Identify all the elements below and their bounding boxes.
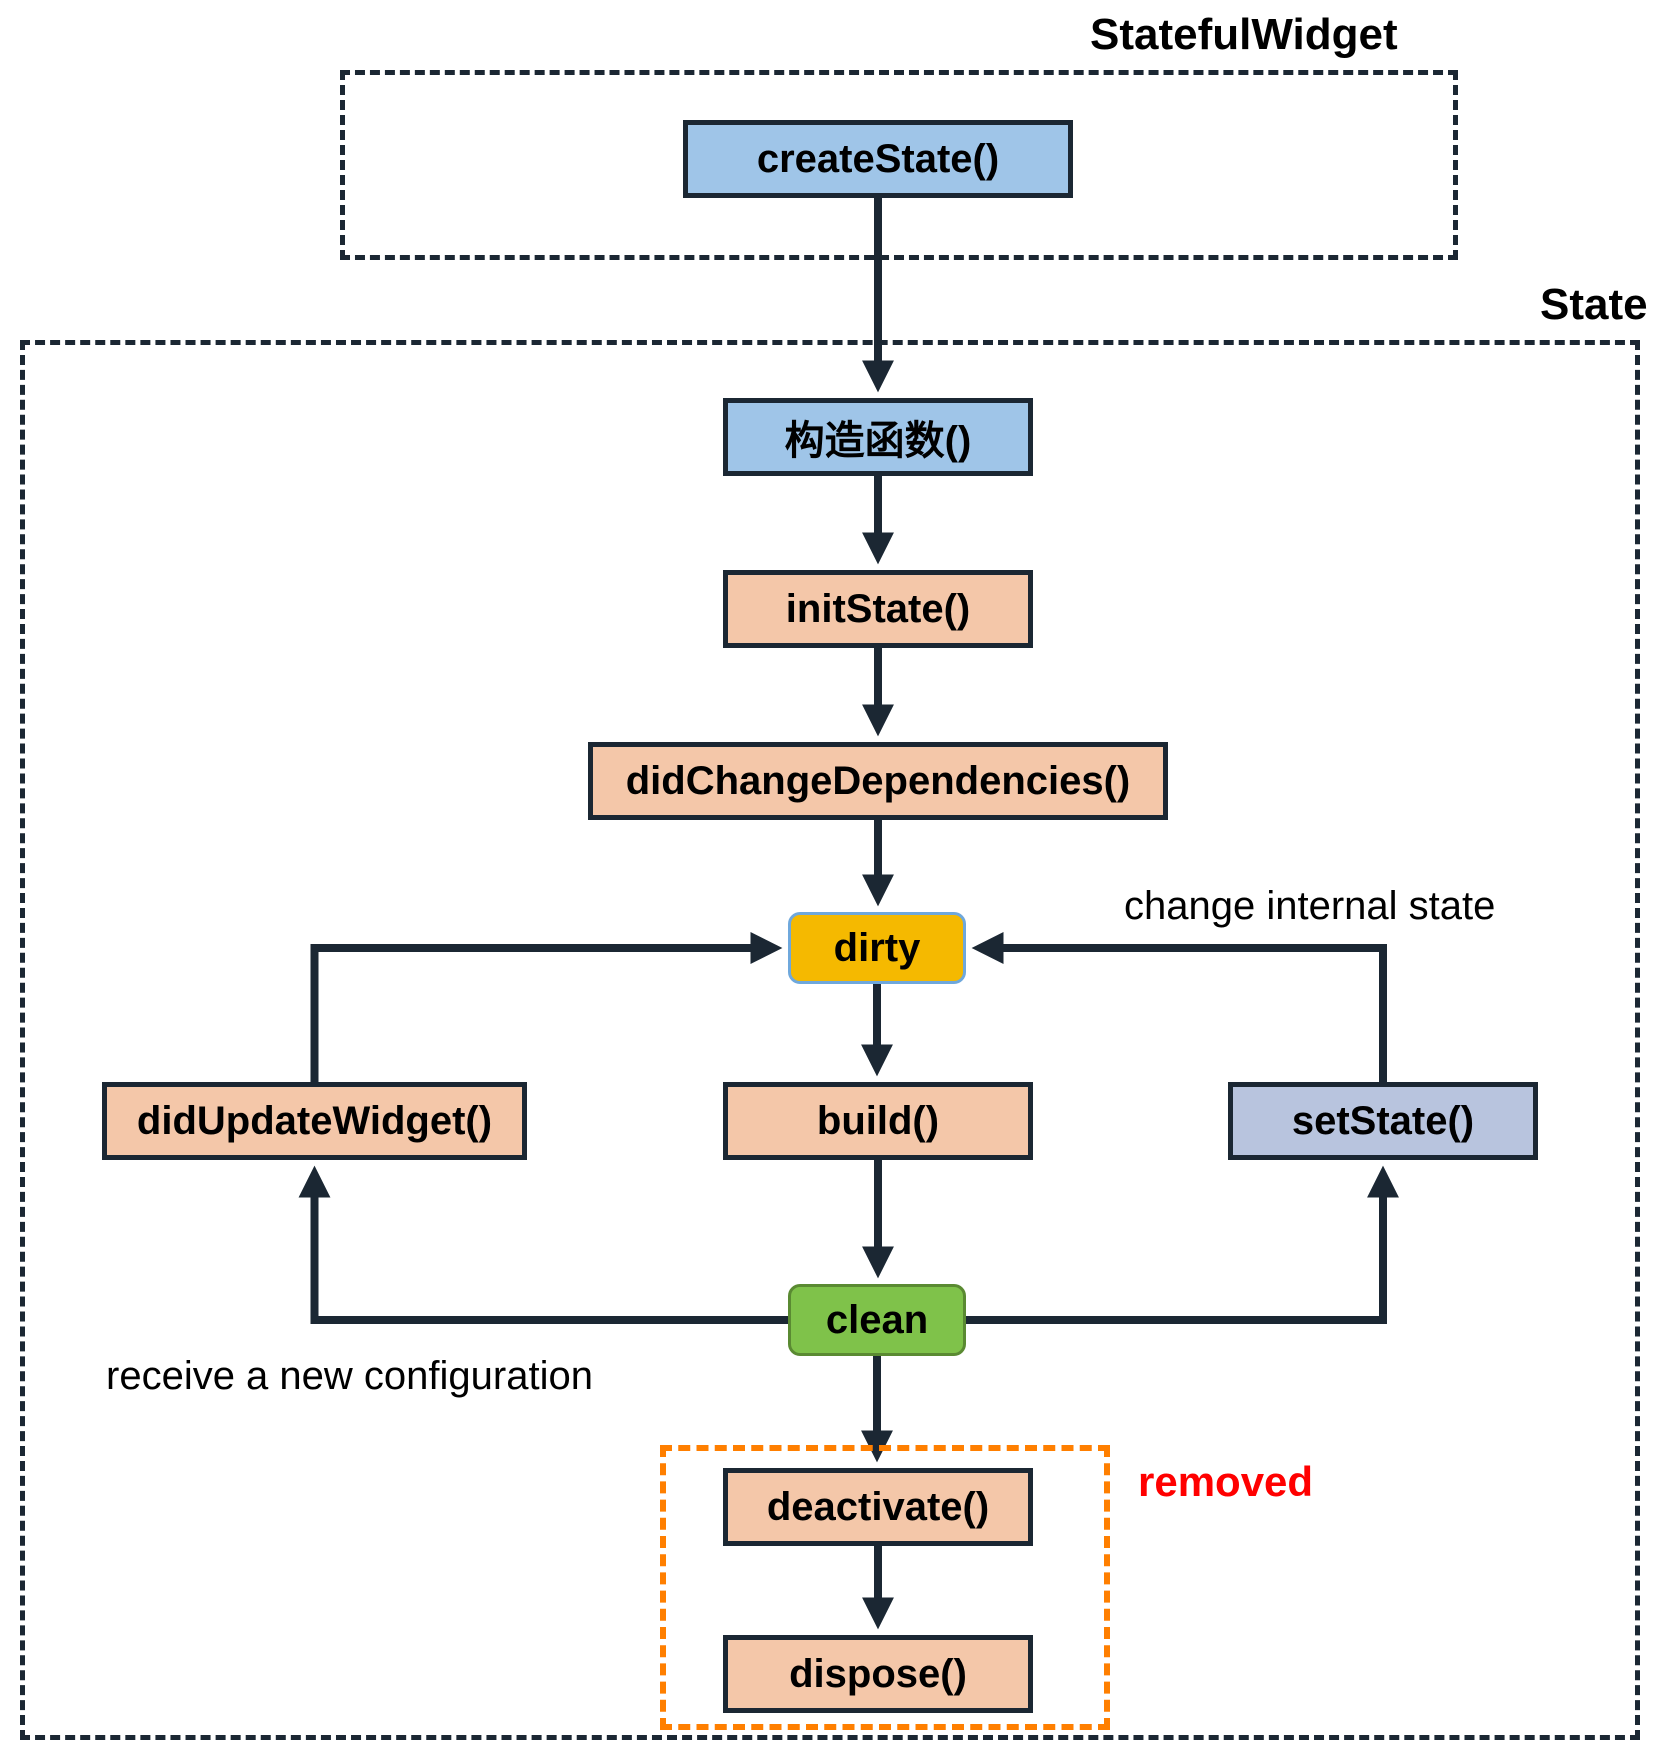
node-clean: clean: [788, 1284, 966, 1356]
diagram-canvas: StatefulWidget State removed createState…: [0, 0, 1667, 1759]
removed-label: removed: [1138, 1458, 1313, 1506]
node-createState: createState(): [683, 120, 1073, 198]
annotation-change-internal-state: change internal state: [1124, 884, 1495, 929]
node-constructor: 构造函数(): [723, 398, 1033, 476]
node-initState: initState(): [723, 570, 1033, 648]
node-dispose: dispose(): [723, 1635, 1033, 1713]
node-deactivate: deactivate(): [723, 1468, 1033, 1546]
node-setState: setState(): [1228, 1082, 1538, 1160]
node-didChangeDependencies: didChangeDependencies(): [588, 742, 1168, 820]
node-didUpdateWidget: didUpdateWidget(): [102, 1082, 527, 1160]
node-build: build(): [723, 1082, 1033, 1160]
annotation-receive-new-configuration: receive a new configuration: [106, 1354, 593, 1399]
state-label: State: [1540, 280, 1648, 330]
node-dirty: dirty: [788, 912, 966, 984]
statefulwidget-label: StatefulWidget: [1090, 10, 1398, 60]
